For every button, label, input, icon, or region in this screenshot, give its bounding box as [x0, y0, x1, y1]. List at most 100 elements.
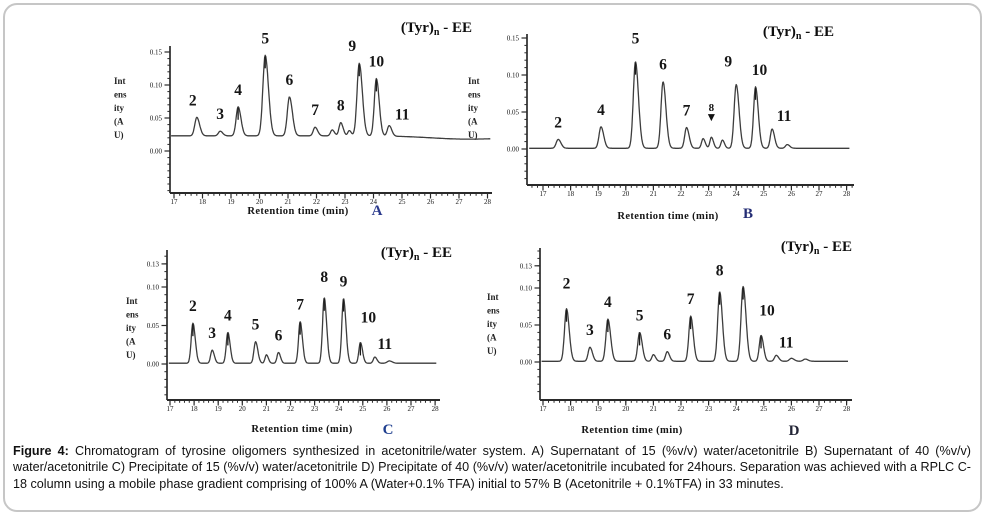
panel-title: (Tyr)n - EE — [381, 245, 452, 263]
peak-label-9: 9 — [724, 54, 732, 71]
x-tick-label: 18 — [567, 405, 575, 413]
trace-D — [541, 285, 849, 362]
peak-label-7: 7 — [687, 291, 695, 308]
peak-label-5: 5 — [252, 317, 260, 334]
x-tick-label: 25 — [359, 405, 367, 413]
y-axis-label-line: U) — [468, 130, 478, 140]
y-tick-label: 0.00 — [147, 361, 160, 369]
x-tick-label: 25 — [760, 190, 768, 198]
y-tick-label: 0.00 — [520, 359, 533, 367]
panel-letter-B: B — [743, 206, 753, 222]
y-axis-label-line: U) — [114, 130, 124, 140]
y-tick-label: 0.00 — [507, 146, 520, 154]
x-tick-label: 17 — [540, 405, 548, 413]
x-tick-label: 23 — [342, 198, 350, 206]
y-axis-label-line: ity — [126, 323, 136, 333]
x-tick-label: 23 — [311, 405, 319, 413]
peak-label-3: 3 — [586, 322, 594, 339]
peak-label-8: 8 — [709, 102, 715, 114]
peak-label-3: 3 — [216, 106, 224, 123]
x-axis-label: Retention time (min) — [251, 424, 352, 435]
peak-label-2: 2 — [554, 114, 562, 131]
panel-letter-A: A — [372, 203, 383, 219]
x-tick-label: 28 — [484, 198, 492, 206]
trace-C — [168, 297, 437, 364]
y-tick-label: 0.10 — [520, 285, 533, 293]
peak-label-10: 10 — [361, 309, 377, 326]
x-tick-label: 20 — [256, 198, 264, 206]
y-axis-label-line: (A — [487, 333, 497, 343]
x-tick-label: 28 — [843, 405, 851, 413]
panel-title: (Tyr)n - EE — [781, 239, 852, 257]
x-tick-label: 25 — [760, 405, 768, 413]
x-axis-label: Retention time (min) — [581, 425, 682, 436]
y-axis-label-line: Int — [468, 76, 480, 86]
x-tick-label: 21 — [263, 405, 271, 413]
figure-caption-text: Chromatogram of tyrosine oligomers synth… — [13, 444, 971, 491]
peak-label-5: 5 — [261, 30, 269, 47]
peak-label-11: 11 — [779, 334, 794, 351]
y-tick-label: 0.00 — [150, 148, 163, 156]
y-tick-label: 0.15 — [507, 35, 520, 43]
peak-label-2: 2 — [189, 298, 197, 315]
peak-8-arrow-icon — [707, 114, 715, 122]
x-tick-label: 27 — [456, 198, 464, 206]
y-tick-label: 0.10 — [150, 82, 163, 90]
panel-title: (Tyr)n - EE — [763, 24, 834, 42]
x-tick-label: 21 — [285, 198, 293, 206]
x-tick-label: 21 — [650, 190, 658, 198]
y-axis-label-line: Int — [126, 296, 138, 306]
x-tick-label: 24 — [370, 198, 378, 206]
x-tick-label: 26 — [788, 190, 796, 198]
x-tick-label: 24 — [733, 190, 741, 198]
x-tick-label: 24 — [335, 405, 343, 413]
x-tick-label: 22 — [678, 190, 686, 198]
y-axis-label-line: (A — [468, 117, 478, 127]
x-tick-label: 26 — [427, 198, 435, 206]
x-tick-label: 21 — [650, 405, 658, 413]
peak-label-4: 4 — [234, 82, 242, 99]
y-axis-label-line: U) — [126, 350, 136, 360]
x-tick-label: 28 — [432, 405, 440, 413]
y-tick-label: 0.13 — [147, 261, 160, 269]
y-axis-label-line: ity — [487, 319, 497, 329]
x-tick-label: 22 — [678, 405, 686, 413]
peak-label-2: 2 — [189, 92, 197, 109]
peak-label-11: 11 — [378, 336, 393, 353]
x-tick-label: 27 — [408, 405, 416, 413]
peak-label-6: 6 — [659, 57, 667, 74]
peak-label-5: 5 — [636, 307, 644, 324]
peak-label-7: 7 — [311, 102, 319, 119]
x-tick-label: 18 — [191, 405, 199, 413]
y-tick-label: 0.10 — [147, 284, 160, 292]
panel-letter-D: D — [789, 423, 800, 439]
peak-label-6: 6 — [663, 327, 671, 344]
x-tick-label: 18 — [199, 198, 207, 206]
x-tick-label: 17 — [167, 405, 175, 413]
peak-label-6: 6 — [275, 327, 283, 344]
x-tick-label: 20 — [622, 190, 630, 198]
peak-label-4: 4 — [224, 307, 232, 324]
peak-label-8: 8 — [716, 263, 724, 280]
peak-label-4: 4 — [604, 294, 612, 311]
peak-label-2: 2 — [563, 276, 571, 293]
x-tick-label: 17 — [540, 190, 548, 198]
peak-label-7: 7 — [296, 297, 304, 314]
peak-label-6: 6 — [286, 72, 294, 89]
panel-title: (Tyr)n - EE — [401, 20, 472, 38]
y-tick-label: 0.10 — [507, 72, 520, 80]
y-axis-label-line: U) — [487, 346, 497, 356]
x-tick-label: 20 — [622, 405, 630, 413]
x-tick-label: 20 — [239, 405, 247, 413]
y-axis-label-line: ens — [468, 90, 481, 100]
x-tick-label: 19 — [215, 405, 223, 413]
peak-label-8: 8 — [337, 98, 345, 115]
y-tick-label: 0.05 — [150, 115, 163, 123]
y-axis-label-line: (A — [126, 337, 136, 347]
peak-label-3: 3 — [208, 325, 216, 342]
x-tick-label: 23 — [705, 405, 713, 413]
trace-B — [529, 61, 850, 149]
